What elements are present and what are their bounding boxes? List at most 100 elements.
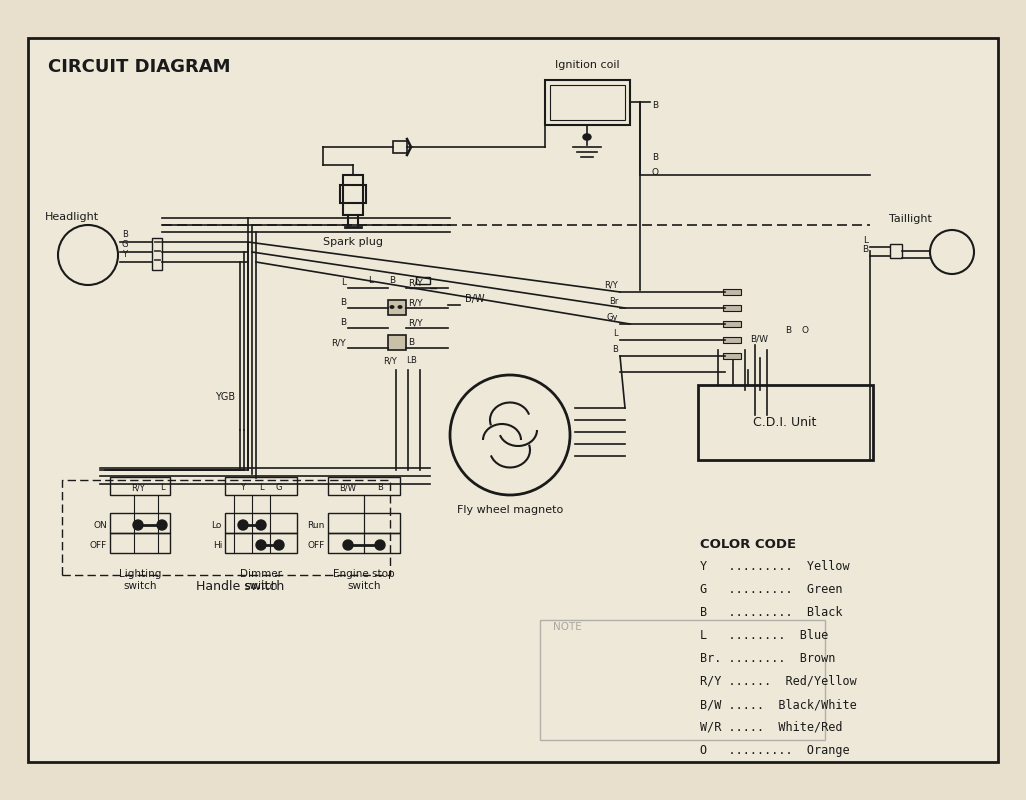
Bar	[545, 80, 630, 125]
Text: Lo: Lo	[211, 521, 222, 530]
Text: Run: Run	[308, 521, 325, 530]
Bar	[388, 300, 406, 315]
Text: Headlight: Headlight	[45, 212, 100, 222]
Ellipse shape	[274, 540, 284, 550]
Text: B: B	[785, 326, 791, 335]
Bar	[225, 513, 297, 533]
Circle shape	[583, 134, 591, 140]
Text: G: G	[122, 240, 128, 249]
Text: B: B	[389, 276, 395, 285]
Bar	[154, 259, 160, 260]
Bar	[388, 335, 406, 350]
Text: Hi: Hi	[212, 541, 222, 550]
Text: R/Y: R/Y	[331, 338, 346, 347]
Text: B: B	[340, 318, 346, 327]
Bar	[110, 477, 170, 495]
Bar	[416, 277, 430, 284]
Bar	[540, 620, 825, 740]
Text: L: L	[368, 276, 373, 285]
Text: C.D.I. Unit: C.D.I. Unit	[753, 415, 817, 429]
Text: R/Y: R/Y	[383, 356, 397, 365]
Bar	[723, 321, 741, 327]
Bar	[328, 477, 400, 495]
Text: Gy: Gy	[606, 313, 618, 322]
Bar	[110, 533, 170, 553]
Text: B: B	[613, 345, 618, 354]
Text: Engine stop
switch: Engine stop switch	[333, 569, 395, 590]
Text: L: L	[259, 483, 264, 493]
Bar	[328, 513, 400, 533]
Bar	[723, 353, 741, 359]
Text: Dimmer
switch: Dimmer switch	[240, 569, 282, 590]
Ellipse shape	[157, 520, 167, 530]
Bar	[328, 533, 400, 553]
Ellipse shape	[238, 520, 248, 530]
Text: R/Y: R/Y	[408, 318, 423, 327]
Text: CIRCUIT DIAGRAM: CIRCUIT DIAGRAM	[48, 58, 231, 76]
Text: L: L	[341, 278, 346, 287]
Text: R/Y: R/Y	[408, 278, 423, 287]
Ellipse shape	[133, 520, 143, 530]
Text: R/Y ......  Red/Yellow: R/Y ...... Red/Yellow	[700, 675, 857, 688]
Text: O: O	[652, 168, 659, 177]
Text: B/W: B/W	[340, 483, 356, 493]
Text: B: B	[410, 356, 416, 365]
Text: OFF: OFF	[89, 541, 107, 550]
Text: Y: Y	[122, 250, 127, 259]
Text: Y   .........  Yellow: Y ......... Yellow	[700, 560, 850, 573]
Text: G: G	[276, 483, 282, 493]
Text: B: B	[122, 230, 128, 239]
Ellipse shape	[256, 520, 266, 530]
Text: L: L	[863, 236, 868, 245]
Text: L: L	[614, 329, 618, 338]
Text: YGB: YGB	[214, 392, 235, 402]
Text: Lighting
switch: Lighting switch	[119, 569, 161, 590]
Bar	[154, 241, 160, 242]
Text: B: B	[378, 483, 383, 493]
Text: Fly wheel magneto: Fly wheel magneto	[457, 505, 563, 515]
Bar	[154, 250, 160, 251]
Text: W/R .....  White/Red: W/R ..... White/Red	[700, 721, 842, 734]
Text: Y: Y	[240, 483, 245, 493]
Text: ON: ON	[93, 521, 107, 530]
Circle shape	[397, 305, 402, 309]
Circle shape	[390, 305, 395, 309]
Text: COLOR CODE: COLOR CODE	[700, 538, 796, 551]
Text: L: L	[160, 483, 164, 493]
Bar	[723, 337, 741, 343]
Text: L   ........  Blue: L ........ Blue	[700, 629, 828, 642]
Text: B: B	[340, 298, 346, 307]
Bar	[110, 513, 170, 533]
Text: OFF: OFF	[308, 541, 325, 550]
Text: R/Y: R/Y	[131, 483, 145, 493]
Text: NOTE: NOTE	[553, 622, 582, 632]
Ellipse shape	[374, 540, 385, 550]
Text: R/Y: R/Y	[408, 298, 423, 307]
Bar	[225, 477, 297, 495]
Text: O   .........  Orange: O ......... Orange	[700, 744, 850, 757]
Text: B: B	[408, 338, 415, 347]
Text: Taillight: Taillight	[889, 214, 932, 224]
Text: B/W: B/W	[750, 335, 768, 344]
Text: Br. ........  Brown: Br. ........ Brown	[700, 652, 835, 665]
Text: L: L	[406, 356, 410, 365]
Text: O: O	[802, 326, 808, 335]
Text: R/Y: R/Y	[604, 281, 618, 290]
Text: Br: Br	[608, 297, 618, 306]
Text: B/W .....  Black/White: B/W ..... Black/White	[700, 698, 857, 711]
Ellipse shape	[256, 540, 266, 550]
Bar	[152, 238, 162, 270]
Text: B/W: B/W	[465, 294, 484, 304]
Text: Handle switch: Handle switch	[196, 580, 284, 593]
Bar	[550, 85, 625, 120]
Text: B: B	[652, 101, 658, 110]
Ellipse shape	[343, 540, 353, 550]
Bar	[723, 289, 741, 295]
Bar	[698, 385, 873, 460]
Bar	[890, 244, 902, 258]
Text: Spark plug: Spark plug	[323, 237, 383, 247]
Text: B: B	[652, 153, 658, 162]
Bar	[343, 175, 363, 215]
Bar	[393, 141, 407, 153]
Bar	[225, 533, 297, 553]
